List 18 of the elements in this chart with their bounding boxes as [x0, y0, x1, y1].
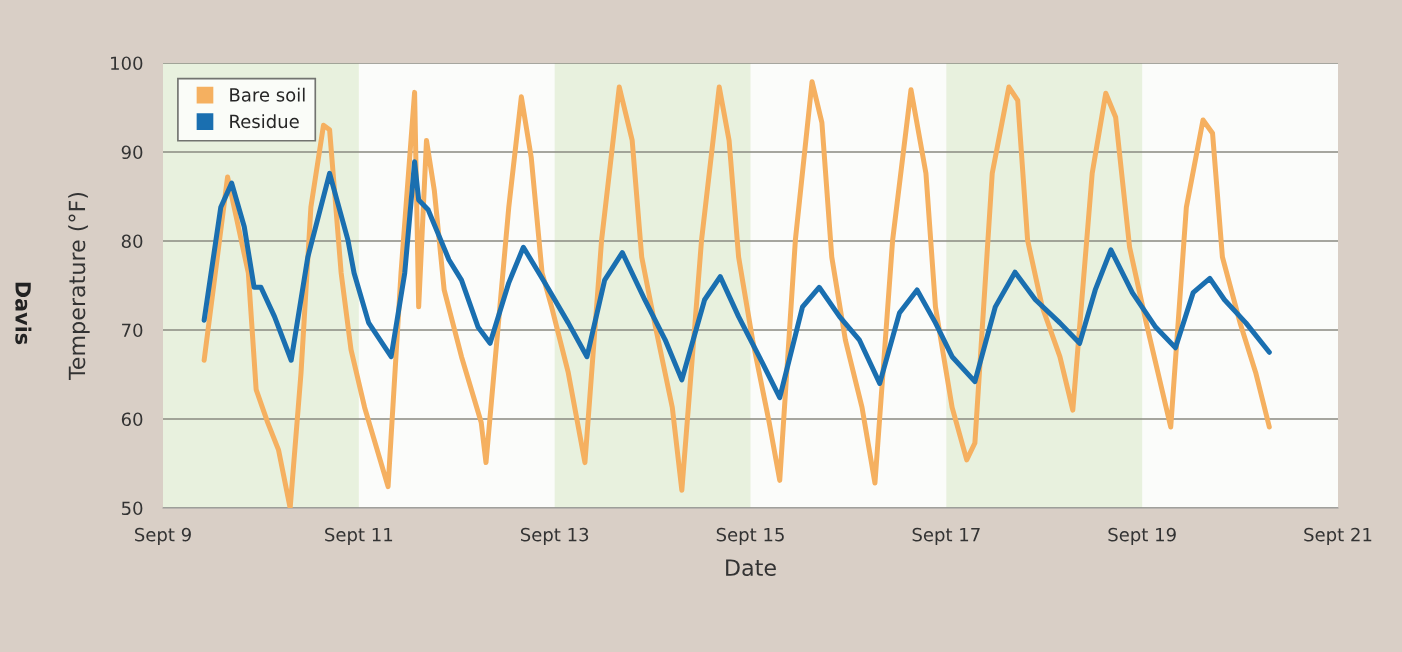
y-tick-label: 60	[121, 412, 143, 427]
x-axis-title: Date	[726, 559, 776, 577]
y-tick-label: 50	[121, 501, 143, 516]
y-axis-title: Temperature (°F)	[68, 192, 90, 381]
x-tick-label: Sept 17	[912, 527, 980, 545]
x-tick-label: Sept 11	[325, 527, 393, 545]
legend-label: Bare soil	[230, 87, 305, 102]
legend-label: Residue	[230, 114, 299, 129]
x-tick-label: Sept 9	[135, 527, 191, 545]
x-tick-label: Sept 19	[1108, 527, 1176, 545]
x-tick-label: Sept 13	[520, 527, 589, 545]
x-tick-label: Sept 15	[716, 527, 784, 545]
x-tick-label: Sept 21	[1304, 527, 1372, 545]
text: Davis	[15, 282, 32, 345]
y-tick-label: 90	[121, 145, 143, 160]
y-tick-label: 80	[121, 234, 143, 249]
y-tick-label: 100	[111, 56, 143, 71]
y-tick-label: 70	[122, 323, 143, 338]
